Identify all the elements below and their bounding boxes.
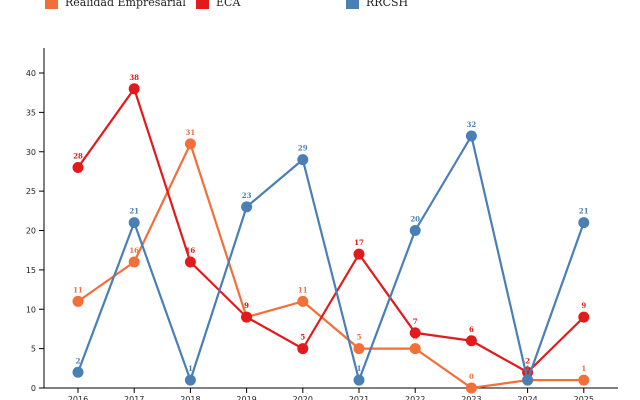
data-label-rrcsh-2020: 29 — [298, 144, 308, 153]
x-tick-label-2016: 2016 — [68, 395, 88, 400]
data-point-eca-2016 — [72, 162, 84, 173]
data-point-rrcsh-2024 — [522, 374, 534, 386]
legend-label-realidad-empresarial: Realidad Empresarial — [65, 0, 186, 9]
data-label-realidad-empresarial-2021: 5 — [357, 333, 362, 342]
data-label-eca-2018: 16 — [186, 246, 196, 255]
data-point-eca-2020 — [297, 343, 309, 355]
x-tick-label-2021: 2021 — [349, 395, 369, 400]
data-point-rrcsh-2016 — [72, 366, 84, 378]
legend-item-rrcsh[interactable]: RRCSH — [346, 0, 408, 9]
data-label-realidad-empresarial-2019: 9 — [244, 301, 249, 310]
data-point-realidad-empresarial-2023 — [465, 382, 477, 394]
series-line-rrcsh — [76, 134, 585, 382]
data-point-rrcsh-2020 — [297, 154, 309, 166]
data-label-realidad-empresarial-2020: 11 — [298, 285, 308, 294]
data-label-realidad-empresarial-2023: 0 — [469, 372, 474, 381]
x-tick-label-2019: 2019 — [236, 395, 256, 400]
data-point-rrcsh-2017 — [128, 217, 140, 229]
data-point-realidad-empresarial-2017 — [128, 256, 140, 268]
data-label-realidad-empresarial-2016: 11 — [73, 285, 83, 294]
x-tick-label-2018: 2018 — [180, 395, 200, 400]
data-point-realidad-empresarial-2016 — [72, 295, 84, 307]
data-label-eca-2025: 9 — [581, 301, 586, 310]
data-point-rrcsh-2023 — [465, 130, 477, 142]
x-tick-label-2020: 2020 — [293, 395, 313, 400]
y-tick-label-40: 40 — [26, 69, 36, 78]
y-tick-label-30: 30 — [26, 148, 36, 157]
data-label-eca-2023: 6 — [469, 325, 474, 334]
data-label-realidad-empresarial-2018: 31 — [186, 128, 196, 137]
data-label-rrcsh-2019: 23 — [242, 191, 252, 200]
data-label-rrcsh-2022: 20 — [410, 215, 420, 224]
data-point-eca-2019 — [241, 311, 253, 323]
x-tick-label-2024: 2024 — [517, 395, 537, 400]
data-label-rrcsh-2025: 21 — [579, 207, 589, 216]
legend-label-eca: ECA — [216, 0, 241, 9]
series-line-realidad-empresarial — [77, 142, 584, 390]
legend-swatch-eca — [196, 0, 209, 9]
data-point-realidad-empresarial-2020 — [297, 295, 309, 307]
y-tick-label-15: 15 — [26, 266, 36, 275]
data-label-eca-2024: 2 — [525, 356, 530, 365]
series-realidad-empresarial: 11163191155011 — [72, 128, 590, 394]
data-point-rrcsh-2021 — [353, 374, 365, 386]
y-tick-label-10: 10 — [26, 305, 36, 314]
legend-swatch-rrcsh — [346, 0, 359, 9]
series-line-eca — [77, 87, 585, 374]
x-tick-label-2023: 2023 — [461, 395, 481, 400]
data-point-eca-2023 — [465, 335, 477, 347]
data-label-eca-2021: 17 — [354, 238, 364, 247]
y-tick-label-0: 0 — [31, 384, 36, 393]
data-point-rrcsh-2022 — [409, 225, 421, 236]
data-label-rrcsh-2017: 21 — [129, 207, 139, 216]
data-point-eca-2017 — [128, 83, 140, 95]
data-point-realidad-empresarial-2025 — [578, 374, 590, 386]
data-point-eca-2022 — [409, 327, 421, 339]
data-label-realidad-empresarial-2017: 16 — [129, 246, 139, 255]
legend-item-eca[interactable]: ECA — [196, 0, 240, 9]
x-tick-label-2017: 2017 — [124, 395, 144, 400]
data-label-eca-2020: 5 — [300, 333, 305, 342]
data-label-rrcsh-2016: 2 — [76, 356, 81, 365]
data-point-realidad-empresarial-2022 — [409, 343, 421, 355]
data-point-eca-2021 — [353, 248, 365, 260]
data-point-eca-2018 — [184, 256, 196, 268]
data-point-realidad-empresarial-2018 — [184, 138, 196, 150]
y-tick-label-35: 35 — [26, 108, 36, 117]
data-label-rrcsh-2024: 1 — [525, 364, 530, 373]
chart-legend: Realidad Empresarial ECA RRCSH — [0, 0, 640, 14]
data-label-eca-2022: 7 — [413, 317, 418, 326]
data-point-rrcsh-2019 — [241, 201, 253, 213]
data-point-realidad-empresarial-2021 — [353, 343, 365, 355]
data-point-rrcsh-2025 — [578, 217, 590, 229]
data-label-rrcsh-2023: 32 — [467, 120, 477, 129]
data-point-eca-2025 — [578, 311, 590, 323]
data-label-eca-2016: 28 — [73, 152, 83, 161]
legend-swatch-realidad-empresarial — [45, 0, 58, 9]
y-tick-label-25: 25 — [26, 187, 36, 196]
y-tick-label-5: 5 — [31, 345, 36, 354]
data-point-rrcsh-2018 — [184, 374, 196, 386]
legend-label-rrcsh: RRCSH — [366, 0, 409, 9]
data-label-rrcsh-2021: 1 — [357, 364, 362, 373]
legend-item-realidad-empresarial[interactable]: Realidad Empresarial — [45, 0, 186, 9]
x-tick-label-2022: 2022 — [405, 395, 425, 400]
data-label-eca-2019: 9 — [244, 301, 249, 310]
y-tick-label-20: 20 — [26, 227, 36, 236]
data-label-realidad-empresarial-2025: 1 — [581, 364, 586, 373]
x-tick-label-2025: 2025 — [574, 395, 594, 400]
data-label-eca-2017: 38 — [129, 73, 139, 82]
data-label-rrcsh-2018: 1 — [188, 364, 193, 373]
